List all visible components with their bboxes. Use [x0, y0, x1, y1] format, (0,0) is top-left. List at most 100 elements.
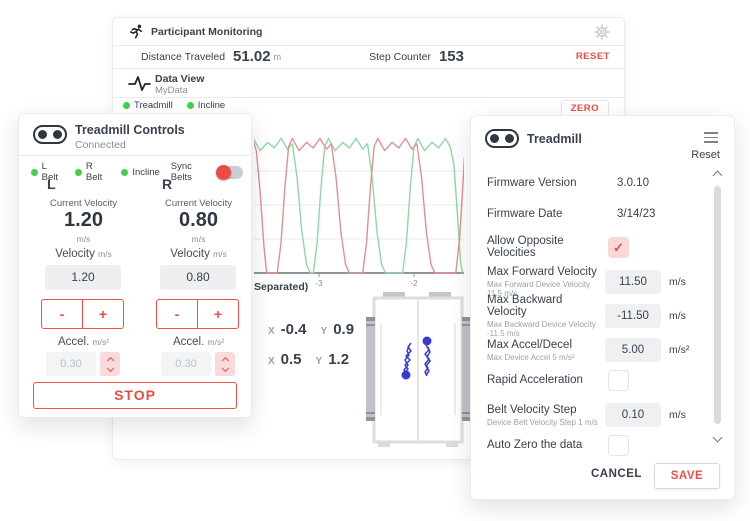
status-l-belt: L Belt [31, 161, 64, 183]
setting-unit: m/s [669, 276, 686, 288]
accel-spinner[interactable] [100, 352, 120, 376]
x-value: 0.5 [280, 351, 302, 368]
gear-icon[interactable] [594, 24, 610, 40]
accel-label-unit: m/s² [207, 337, 225, 347]
legend-item-treadmill: Treadmill [123, 100, 173, 111]
decrease-velocity-button[interactable]: - [156, 299, 198, 329]
setting-checkbox[interactable]: ✓ [608, 236, 629, 258]
treadmill-top-view [366, 292, 471, 447]
cop-blob-right [422, 336, 432, 346]
setting-checkbox[interactable] [608, 369, 629, 391]
belt-side-label: R [162, 176, 173, 192]
spinner-up-icon[interactable] [106, 356, 114, 364]
accel-spinner[interactable] [215, 352, 235, 376]
divider [113, 68, 624, 69]
settings-row-firmware-version: Firmware Version 3.0.10 [487, 172, 699, 194]
status-dot-green [121, 168, 129, 176]
svg-text:-3: -3 [315, 279, 323, 288]
setting-unit: m/s [669, 409, 686, 421]
monitor-header: Participant Monitoring [113, 18, 624, 45]
accel-control: 0.30 [161, 352, 235, 376]
spinner-down-icon[interactable] [106, 364, 114, 372]
setting-control: ✓ [608, 236, 699, 258]
setting-input[interactable]: -11.50 [605, 304, 661, 328]
status-label: Incline [132, 166, 160, 178]
setting-label: Auto Zero the data [487, 439, 583, 451]
runner-icon [129, 24, 143, 39]
setting-control: 5.00 m/s² [605, 338, 699, 362]
cop-blob-left [401, 370, 411, 380]
distance-label: Distance Traveled [141, 50, 226, 63]
treadmill-belt-icon [485, 129, 519, 148]
chart-legend: Treadmill Incline [123, 100, 225, 111]
spinner-down-icon[interactable] [221, 364, 229, 372]
sync-belts-toggle[interactable] [216, 164, 243, 180]
status-dot-green [75, 168, 82, 176]
status-r-belt: R Belt [75, 161, 110, 183]
metrics-row: Distance Traveled 51.02 m Step Counter 1… [113, 45, 624, 68]
settings-row-max-backward-velocity: Max Backward Velocity Max Backward Device… [487, 294, 699, 338]
save-button[interactable]: SAVE [654, 463, 720, 489]
setting-label: Firmware Date [487, 208, 563, 220]
setting-unit: m/s [669, 310, 686, 322]
increase-velocity-button[interactable]: + [197, 299, 239, 329]
setting-label: Max Backward Velocity [487, 294, 563, 318]
setting-input[interactable]: 0.10 [605, 403, 661, 427]
current-velocity-unit: m/s [76, 234, 91, 244]
sync-belts-label: Sync Belts [170, 161, 192, 183]
setting-input[interactable]: 11.50 [605, 270, 661, 294]
setting-control: -11.50 m/s [605, 304, 699, 328]
setting-control: 0.10 m/s [605, 403, 699, 427]
y-value: 1.2 [328, 351, 350, 368]
legend-label: Incline [197, 100, 226, 111]
increase-velocity-button[interactable]: + [82, 299, 124, 329]
velocity-label-unit: m/s [213, 249, 227, 259]
settings-row-rapid-acceleration: Rapid Acceleration [487, 367, 699, 393]
setting-label: Rapid Acceleration [487, 374, 583, 386]
distance-value: 51.02 [233, 48, 271, 65]
cop-trace-right [424, 344, 431, 377]
svg-text:-2: -2 [410, 279, 418, 288]
accel-field-label: Accel. m/s² [31, 336, 136, 348]
setting-control: 3.0.10 [617, 177, 699, 189]
step-counter-value: 153 [438, 48, 464, 65]
y-label: Y [320, 326, 328, 337]
setting-input[interactable]: 5.00 [605, 338, 661, 362]
status-dot-green [123, 102, 130, 109]
treadmill-belt-icon [33, 125, 67, 144]
decrease-velocity-button[interactable]: - [41, 299, 83, 329]
divider [113, 97, 624, 98]
reset-settings-button[interactable]: Reset [691, 149, 720, 161]
treadmill-controls-panel: Treadmill Controls Connected L Belt R Be… [18, 113, 252, 418]
current-velocity-value: 0.80 [179, 209, 218, 231]
status-label: R Belt [85, 161, 103, 183]
velocity-stepper: - + [156, 299, 240, 329]
cancel-button[interactable]: CANCEL [591, 468, 642, 480]
spinner-up-icon[interactable] [221, 356, 229, 364]
reset-button[interactable]: RESET [575, 51, 610, 62]
velocity-label-unit: m/s [98, 249, 112, 259]
menu-icon[interactable] [704, 132, 718, 146]
divider [19, 155, 251, 156]
accel-input[interactable]: 0.30 [161, 352, 211, 376]
accel-input[interactable]: 0.30 [46, 352, 96, 376]
velocity-input[interactable]: 0.80 [160, 265, 236, 290]
setting-sublabel: Max Forward Device Velocity 11.5 m/s [487, 280, 591, 298]
setting-control: 11.50 m/s [605, 270, 699, 294]
sync-belts-group: Sync Belts [171, 161, 243, 183]
current-velocity-label: Current Velocity [164, 198, 233, 209]
cop-readout-row-1: X -0.4 Y 0.9 [268, 321, 368, 338]
setting-control [608, 434, 699, 456]
legend-label: Treadmill [134, 100, 173, 111]
setting-control [608, 369, 699, 391]
status-incline: Incline [121, 166, 160, 178]
setting-checkbox[interactable] [608, 434, 629, 456]
setting-unit: m/s² [669, 344, 690, 356]
velocity-input[interactable]: 1.20 [45, 265, 121, 290]
stop-button[interactable]: STOP [33, 382, 237, 409]
scroll-up-icon[interactable] [712, 170, 723, 181]
setting-sublabel: Device Belt Velocity Step 1 m/s [487, 417, 598, 427]
scrollbar-thumb[interactable] [714, 186, 721, 424]
scroll-down-icon[interactable] [712, 432, 723, 443]
